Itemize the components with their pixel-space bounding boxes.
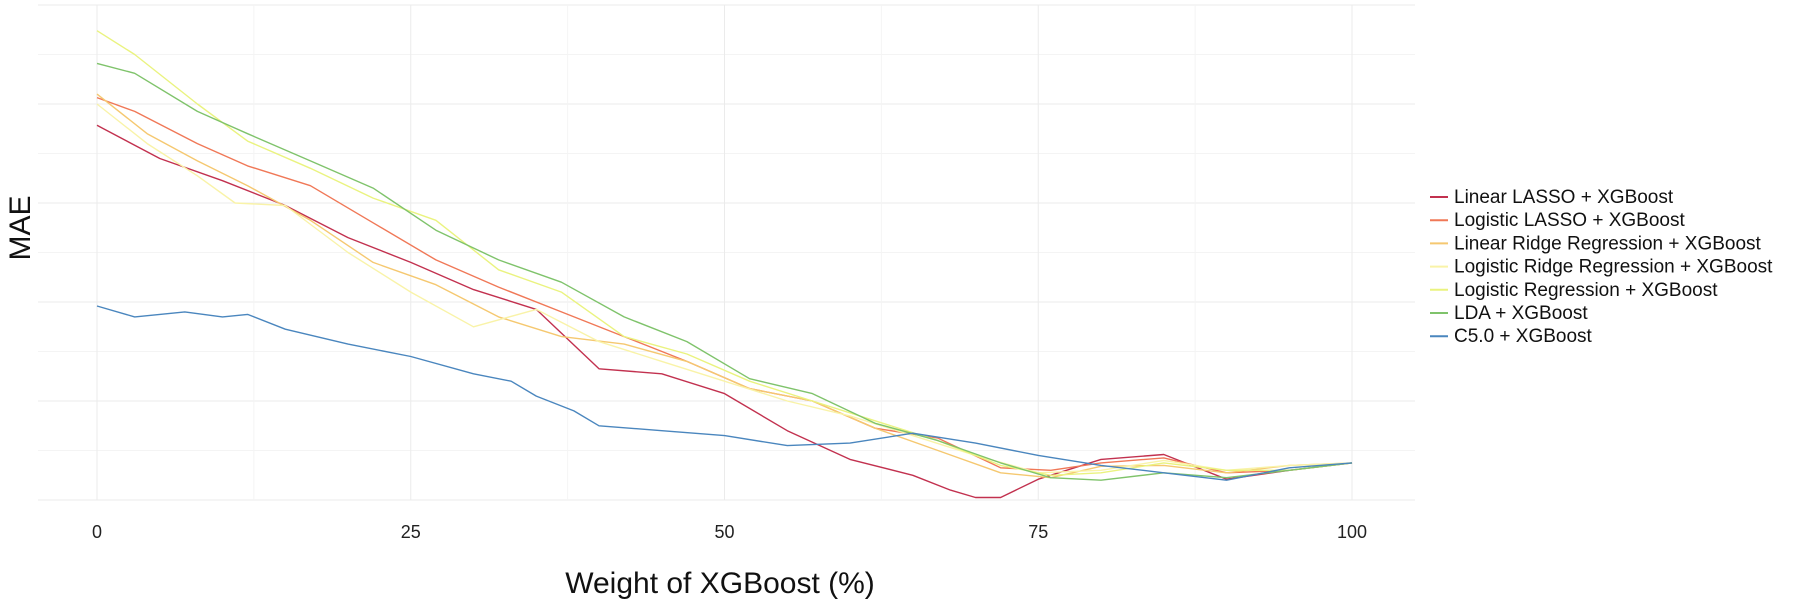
legend-label: LDA + XGBoost <box>1454 303 1588 324</box>
series-line <box>96 124 1353 499</box>
series-line <box>96 62 1353 481</box>
legend-label: Logistic LASSO + XGBoost <box>1454 210 1685 231</box>
legend-label: Linear LASSO + XGBoost <box>1454 187 1674 208</box>
x-tick-label: 25 <box>401 522 421 542</box>
series-line <box>96 103 1353 474</box>
legend-label: C5.0 + XGBoost <box>1454 326 1593 347</box>
x-tick-label: 100 <box>1337 522 1367 542</box>
x-axis-ticks: 0 25 50 75 100 <box>92 522 1367 542</box>
x-tick-label: 0 <box>92 522 102 542</box>
y-axis-title: MAE <box>4 195 37 260</box>
series-line <box>96 305 1353 481</box>
series-lines <box>96 30 1353 499</box>
legend-label: Logistic Ridge Regression + XGBoost <box>1454 257 1773 278</box>
x-axis-title: Weight of XGBoost (%) <box>565 567 875 600</box>
x-tick-label: 75 <box>1028 522 1048 542</box>
legend-label: Linear Ridge Regression + XGBoost <box>1454 233 1762 254</box>
x-tick-label: 50 <box>714 522 734 542</box>
series-line <box>96 30 1353 476</box>
legend-label: Logistic Regression + XGBoost <box>1454 280 1718 301</box>
grid-lines <box>38 4 1415 501</box>
